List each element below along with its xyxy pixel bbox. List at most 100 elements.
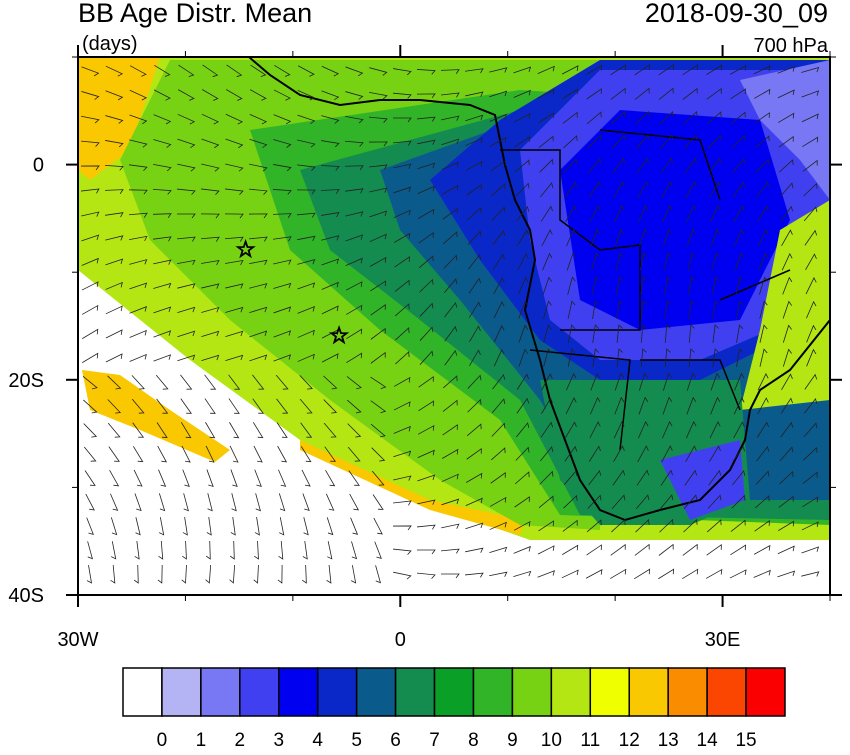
- wind-barb: [731, 494, 746, 509]
- wind-barb: [563, 470, 578, 486]
- wind-barb: [709, 445, 721, 462]
- wind-barb: [781, 229, 793, 247]
- wind-barb: [801, 571, 820, 577]
- wind-barb: [753, 88, 771, 99]
- wind-barb: [561, 65, 579, 75]
- wind-barb: [542, 276, 553, 295]
- wind-barb: [778, 520, 795, 531]
- wind-barb: [516, 229, 529, 246]
- wind-barb: [105, 258, 124, 266]
- wind-barb: [153, 330, 172, 338]
- wind-barb: [659, 494, 674, 510]
- wind-barb: [228, 398, 240, 414]
- wind-barb: [638, 228, 648, 247]
- site-marker: [235, 238, 256, 259]
- wind-barb: [370, 280, 387, 292]
- wind-barb: [614, 228, 625, 247]
- wind-barb: [683, 111, 698, 125]
- wind-barb: [393, 232, 411, 243]
- wind-barb: [518, 300, 529, 319]
- wind-barb: [393, 401, 411, 411]
- wind-barb: [393, 425, 411, 434]
- wind-barb: [730, 544, 747, 556]
- wind-barb: [301, 469, 311, 487]
- wind-barb: [321, 140, 340, 148]
- wind-barb: [440, 573, 460, 579]
- wind-barb: [543, 324, 552, 343]
- wind-barb: [682, 543, 698, 556]
- wind-barb: [637, 181, 649, 199]
- wind-barb: [803, 422, 818, 438]
- wind-barb: [182, 469, 190, 488]
- wind-barb: [514, 136, 530, 148]
- wind-barb: [202, 89, 219, 101]
- wind-barb: [590, 228, 601, 247]
- wind-barb: [777, 89, 795, 99]
- wind-barb: [249, 188, 268, 195]
- wind-barb: [733, 205, 745, 223]
- colorbar-box: [355, 667, 397, 717]
- wind-barb: [369, 256, 387, 267]
- wind-barb: [368, 141, 388, 147]
- wind-barb: [104, 189, 124, 194]
- wind-barb: [300, 422, 313, 438]
- colorbar-box: [394, 667, 436, 717]
- wind-barb: [444, 349, 458, 366]
- colorbar-box: [550, 667, 592, 717]
- wind-barb: [297, 114, 316, 125]
- wind-barb: [567, 276, 576, 295]
- wind-barb: [345, 211, 364, 217]
- wind-barb: [614, 396, 625, 415]
- wind-barb: [153, 114, 172, 125]
- wind-barb: [616, 324, 623, 343]
- wind-barb: [562, 88, 579, 100]
- wind-barb: [133, 564, 139, 584]
- colorbar-box: [472, 667, 514, 717]
- wind-barb: [249, 259, 268, 266]
- wind-barb: [395, 351, 410, 365]
- wind-barb: [614, 204, 625, 223]
- wind-barb: [201, 163, 220, 172]
- wind-barb: [80, 165, 100, 171]
- wind-barb: [709, 204, 721, 223]
- wind-barb: [274, 64, 291, 77]
- wind-barb: [755, 470, 770, 485]
- colorbar-label: 1: [196, 730, 207, 750]
- wind-barb: [610, 568, 627, 579]
- wind-barb: [129, 114, 148, 125]
- wind-barb: [180, 422, 192, 439]
- wind-barb: [684, 469, 698, 486]
- wind-barb: [732, 445, 746, 462]
- wind-barb: [249, 138, 268, 148]
- wind-barb: [128, 212, 148, 218]
- title: BB Age Distr. Mean: [78, 0, 312, 28]
- wind-barb: [229, 564, 236, 584]
- wind-barb: [538, 112, 555, 124]
- wind-barb: [734, 372, 745, 391]
- wind-barb: [640, 300, 647, 319]
- wind-barb: [393, 376, 411, 387]
- wind-barb: [81, 234, 100, 242]
- wind-barb: [369, 67, 388, 76]
- wind-barb: [321, 90, 340, 101]
- wind-barb: [616, 348, 623, 367]
- wind-barb: [86, 565, 93, 584]
- wind-barb: [638, 396, 649, 415]
- wind-barb: [777, 66, 795, 74]
- wind-barb: [638, 204, 649, 223]
- wind-barb: [513, 113, 531, 123]
- wind-barb: [801, 521, 819, 531]
- wind-barb: [612, 469, 626, 486]
- wind-barb: [442, 231, 458, 245]
- wind-barb: [152, 188, 172, 195]
- wind-barb: [81, 115, 100, 124]
- wind-barb: [350, 565, 357, 584]
- x-tick-label: 30W: [57, 629, 98, 651]
- wind-barb: [297, 65, 315, 77]
- wind-barb: [614, 372, 625, 391]
- wind-barb: [325, 493, 335, 511]
- wind-barb: [664, 276, 672, 295]
- wind-barb: [320, 189, 340, 194]
- wind-barb: [392, 117, 412, 123]
- wind-barb: [712, 348, 719, 367]
